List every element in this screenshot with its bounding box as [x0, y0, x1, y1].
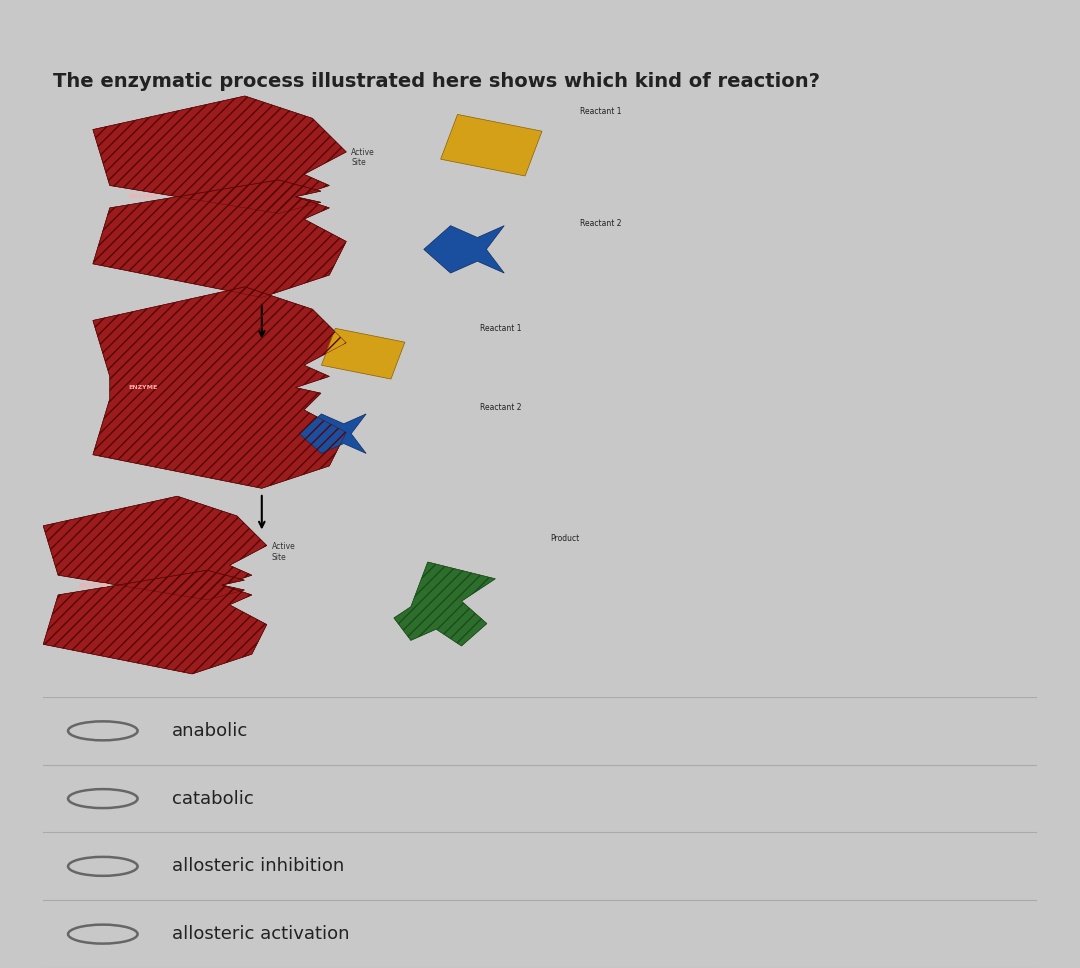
Text: anabolic: anabolic	[173, 722, 248, 740]
Text: allosteric activation: allosteric activation	[173, 925, 350, 943]
Text: Product: Product	[550, 534, 579, 543]
Text: The enzymatic process illustrated here shows which kind of reaction?: The enzymatic process illustrated here s…	[53, 72, 820, 91]
Text: Reactant 2: Reactant 2	[580, 219, 621, 227]
Text: allosteric inhibition: allosteric inhibition	[173, 858, 345, 875]
Text: ENZYME: ENZYME	[78, 583, 108, 588]
Polygon shape	[322, 328, 405, 379]
Text: Active
Site: Active Site	[272, 542, 296, 561]
Polygon shape	[43, 497, 267, 600]
Text: Active
Site: Active Site	[351, 147, 375, 166]
Text: Reactant 1: Reactant 1	[580, 106, 621, 115]
Polygon shape	[93, 180, 347, 297]
Text: ENZYME: ENZYME	[127, 195, 158, 199]
Text: Reactant 1: Reactant 1	[481, 324, 522, 333]
Polygon shape	[93, 96, 347, 214]
Polygon shape	[394, 562, 496, 646]
Polygon shape	[423, 226, 504, 273]
Polygon shape	[93, 287, 347, 488]
Polygon shape	[299, 414, 366, 453]
Text: catabolic: catabolic	[173, 790, 254, 807]
Polygon shape	[441, 114, 542, 176]
Polygon shape	[43, 570, 267, 674]
Text: Reactant 2: Reactant 2	[481, 403, 522, 411]
Text: ENZYME: ENZYME	[127, 385, 158, 390]
